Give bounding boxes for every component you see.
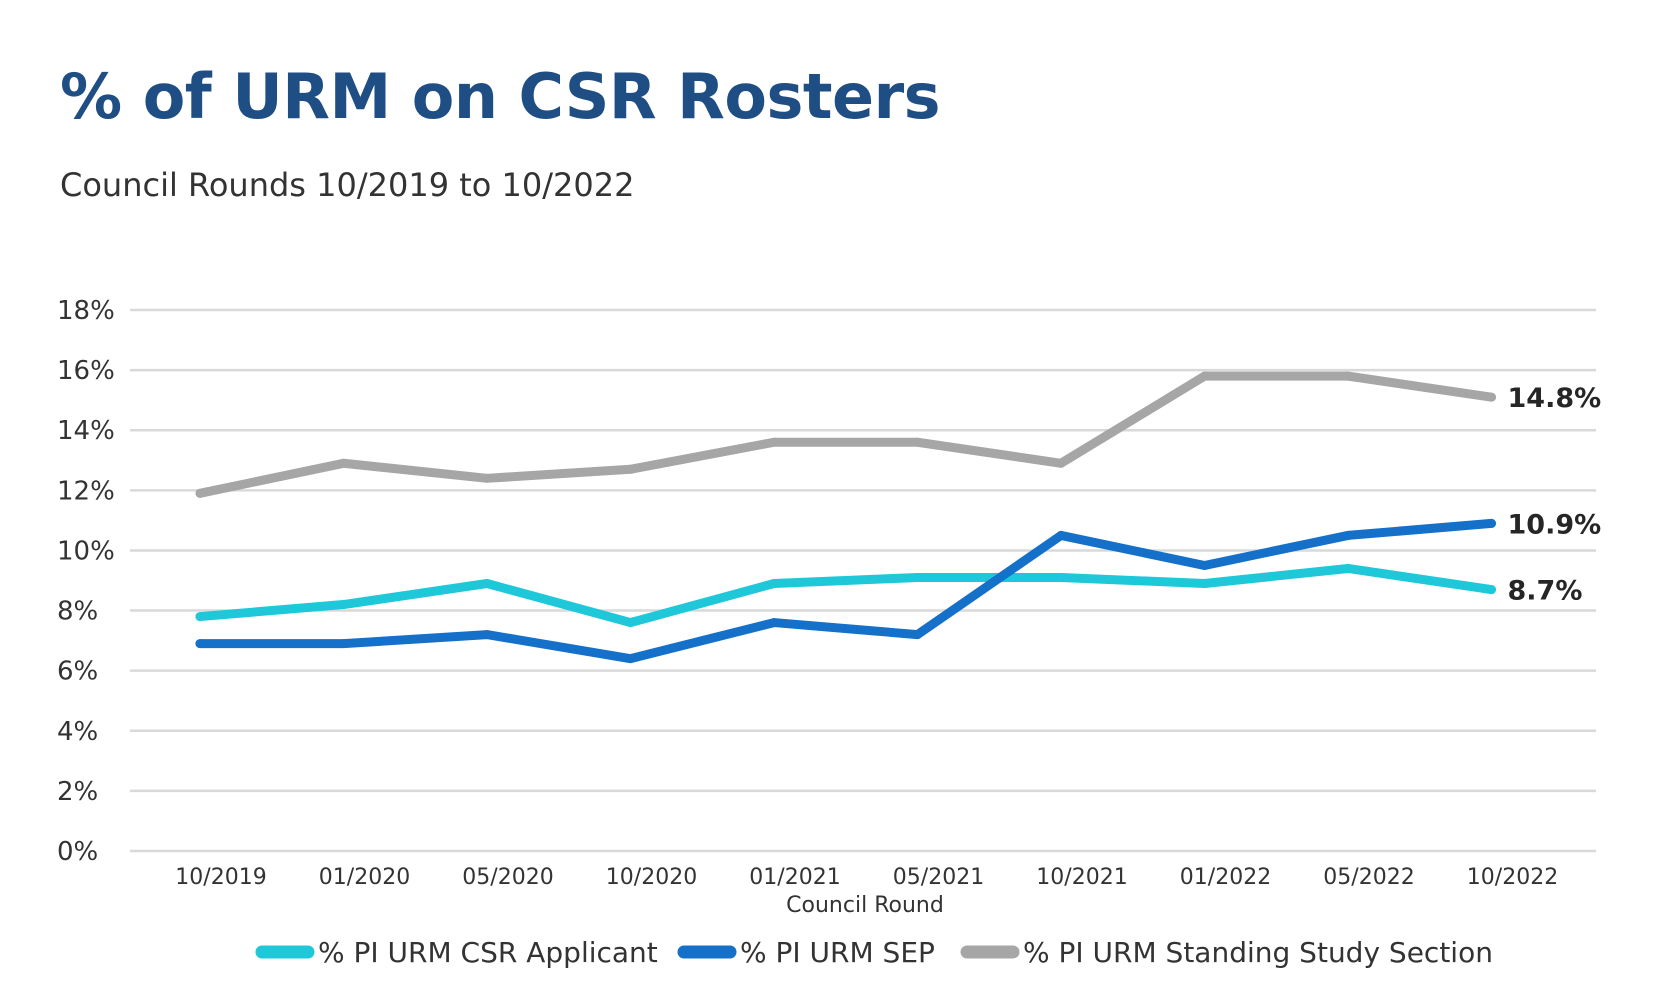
legend-label: % PI URM Standing Study Section [1023,936,1493,969]
data-point [339,600,348,610]
data-point [1487,392,1496,402]
y-tick-label: 18% [57,296,115,326]
data-point [1343,563,1353,573]
data-point [195,488,205,498]
data-point [1200,579,1209,589]
data-point [1343,371,1353,381]
x-tick-label: 05/2020 [462,865,553,890]
data-point [482,579,492,589]
legend: % PI URM CSR Applicant % PI URM SEP % PI U… [255,936,1493,969]
x-tick-label: 05/2022 [1323,865,1414,890]
x-axis-label: Council Round [786,893,944,918]
y-tick-label: 2% [57,777,98,807]
series-line [195,371,1496,498]
series-line [195,518,1496,664]
x-tick-label: 01/2020 [319,865,410,890]
data-point [195,639,205,649]
data-point [769,579,779,589]
data-point [339,458,348,468]
x-axis-ticks: 10/2019 01/2020 05/2020 10/2020 01/2021 05/20… [175,865,1558,890]
data-point [1487,585,1496,595]
x-tick-label: 01/2022 [1180,865,1271,890]
series-end-label: 8.7% [1508,576,1583,607]
chart-subtitle: Council Rounds 10/2019 to 10/2022 [60,166,635,204]
data-point [626,618,635,628]
x-tick-label: 05/2021 [893,865,984,890]
data-point [482,473,492,483]
legend-label: % PI URM SEP [740,936,935,969]
data-point [195,612,205,622]
series-end-label: 14.8% [1508,383,1602,414]
data-point [913,572,922,582]
y-tick-label: 14% [57,416,115,446]
legend-label: % PI URM CSR Applicant [318,936,658,969]
data-point [769,618,779,628]
series-line [195,563,1496,628]
data-point [913,437,922,447]
data-point [1056,458,1066,468]
x-tick-label: 01/2021 [749,865,840,890]
y-tick-label: 0% [57,837,98,867]
x-tick-label: 10/2019 [175,865,266,890]
data-point [626,654,635,664]
y-tick-label: 16% [57,356,115,386]
data-point [339,639,348,649]
y-tick-label: 10% [57,536,115,566]
data-point [1200,371,1209,381]
gridlines [130,308,1596,853]
data-point [1343,530,1353,540]
y-tick-label: 4% [57,717,98,747]
y-tick-label: 6% [57,657,98,687]
end-labels: 14.8% 8.7% 10.9% [1508,383,1602,606]
y-tick-label: 12% [57,476,115,506]
y-axis-ticks: 0% 2% 4% 6% 8% 10% 12% 14% 16% 18% [57,296,115,867]
y-tick-label: 8% [57,597,98,627]
data-point [1056,572,1066,582]
chart-title: % of URM on CSR Rosters [60,60,941,133]
series-end-label: 10.9% [1508,509,1602,540]
x-tick-label: 10/2021 [1036,865,1127,890]
data-point [1487,518,1496,528]
series-lines [195,371,1496,664]
x-tick-label: 10/2022 [1467,865,1558,890]
x-tick-label: 10/2020 [606,865,697,890]
data-point [1200,560,1209,570]
data-point [1056,530,1066,540]
data-point [913,630,922,640]
data-point [769,437,779,447]
data-point [482,630,492,640]
data-point [626,464,635,474]
